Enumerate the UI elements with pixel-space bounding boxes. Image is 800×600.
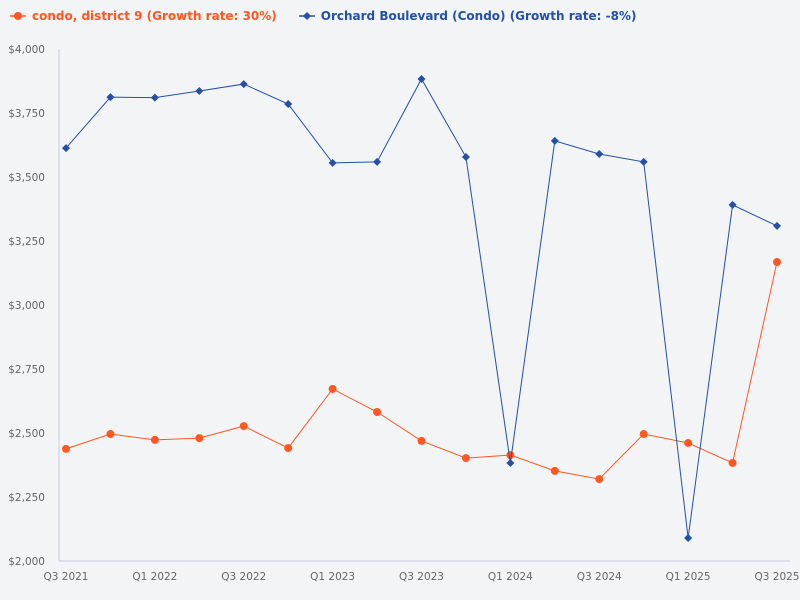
y-tick-label: $4,000 <box>8 44 45 56</box>
data-point <box>773 257 781 266</box>
diamond-marker-icon <box>298 12 315 20</box>
data-point <box>684 533 693 542</box>
data-point <box>106 430 115 439</box>
x-tick-label: Q3 2025 <box>754 571 799 583</box>
data-point <box>639 430 648 439</box>
series-line-0 <box>65 261 778 480</box>
circle-marker-icon <box>10 12 26 20</box>
data-point <box>773 221 781 230</box>
data-point <box>550 136 559 145</box>
data-point <box>417 436 426 445</box>
data-point <box>62 144 70 153</box>
data-point <box>284 100 293 109</box>
y-tick-label: $3,250 <box>8 236 45 248</box>
data-point <box>62 444 70 453</box>
y-tick-label: $3,000 <box>8 300 45 312</box>
x-tick-label: Q1 2025 <box>666 571 711 583</box>
data-point <box>239 80 248 89</box>
legend-label: Orchard Boulevard (Condo) (Growth rate: … <box>320 9 637 23</box>
data-point <box>595 149 604 158</box>
legend: condo, district 9 (Growth rate: 30%) Orc… <box>10 9 636 23</box>
data-point <box>328 384 337 393</box>
y-tick-label: $3,750 <box>8 108 45 120</box>
data-point <box>684 438 693 447</box>
data-point <box>417 74 426 83</box>
data-point <box>461 454 470 463</box>
data-point <box>373 408 382 417</box>
data-point <box>328 158 337 167</box>
y-tick-label: $2,750 <box>8 364 45 376</box>
legend-item-condo-district-9[interactable]: condo, district 9 (Growth rate: 30%) <box>10 9 277 23</box>
legend-label: condo, district 9 (Growth rate: 30%) <box>32 9 277 23</box>
data-point <box>728 458 737 467</box>
x-tick-label: Q3 2023 <box>399 571 444 583</box>
data-point <box>150 435 159 444</box>
y-tick-label: $3,500 <box>8 172 45 184</box>
data-point <box>106 93 115 102</box>
data-point <box>373 157 382 166</box>
data-point <box>639 157 648 166</box>
x-tick-label: Q1 2022 <box>132 571 177 583</box>
y-tick-label: $2,500 <box>8 428 45 440</box>
x-tick-label: Q3 2022 <box>221 571 266 583</box>
data-point <box>506 451 515 460</box>
data-point <box>728 200 737 209</box>
x-tick-label: Q1 2024 <box>488 571 533 583</box>
data-point <box>195 86 204 95</box>
data-point <box>550 466 559 475</box>
y-tick-label: $2,000 <box>8 556 45 568</box>
data-point <box>284 444 293 453</box>
data-point <box>150 93 159 102</box>
data-point <box>595 475 604 484</box>
legend-item-orchard-boulevard[interactable]: Orchard Boulevard (Condo) (Growth rate: … <box>298 9 637 23</box>
x-tick-label: Q3 2024 <box>577 571 622 583</box>
data-point <box>239 422 248 431</box>
data-point <box>195 434 204 443</box>
data-point <box>506 458 515 467</box>
x-tick-label: Q1 2023 <box>310 571 355 583</box>
data-point <box>461 153 470 162</box>
x-tick-label: Q3 2021 <box>43 571 88 583</box>
y-tick-label: $2,250 <box>8 492 45 504</box>
series-line-1 <box>65 77 778 539</box>
